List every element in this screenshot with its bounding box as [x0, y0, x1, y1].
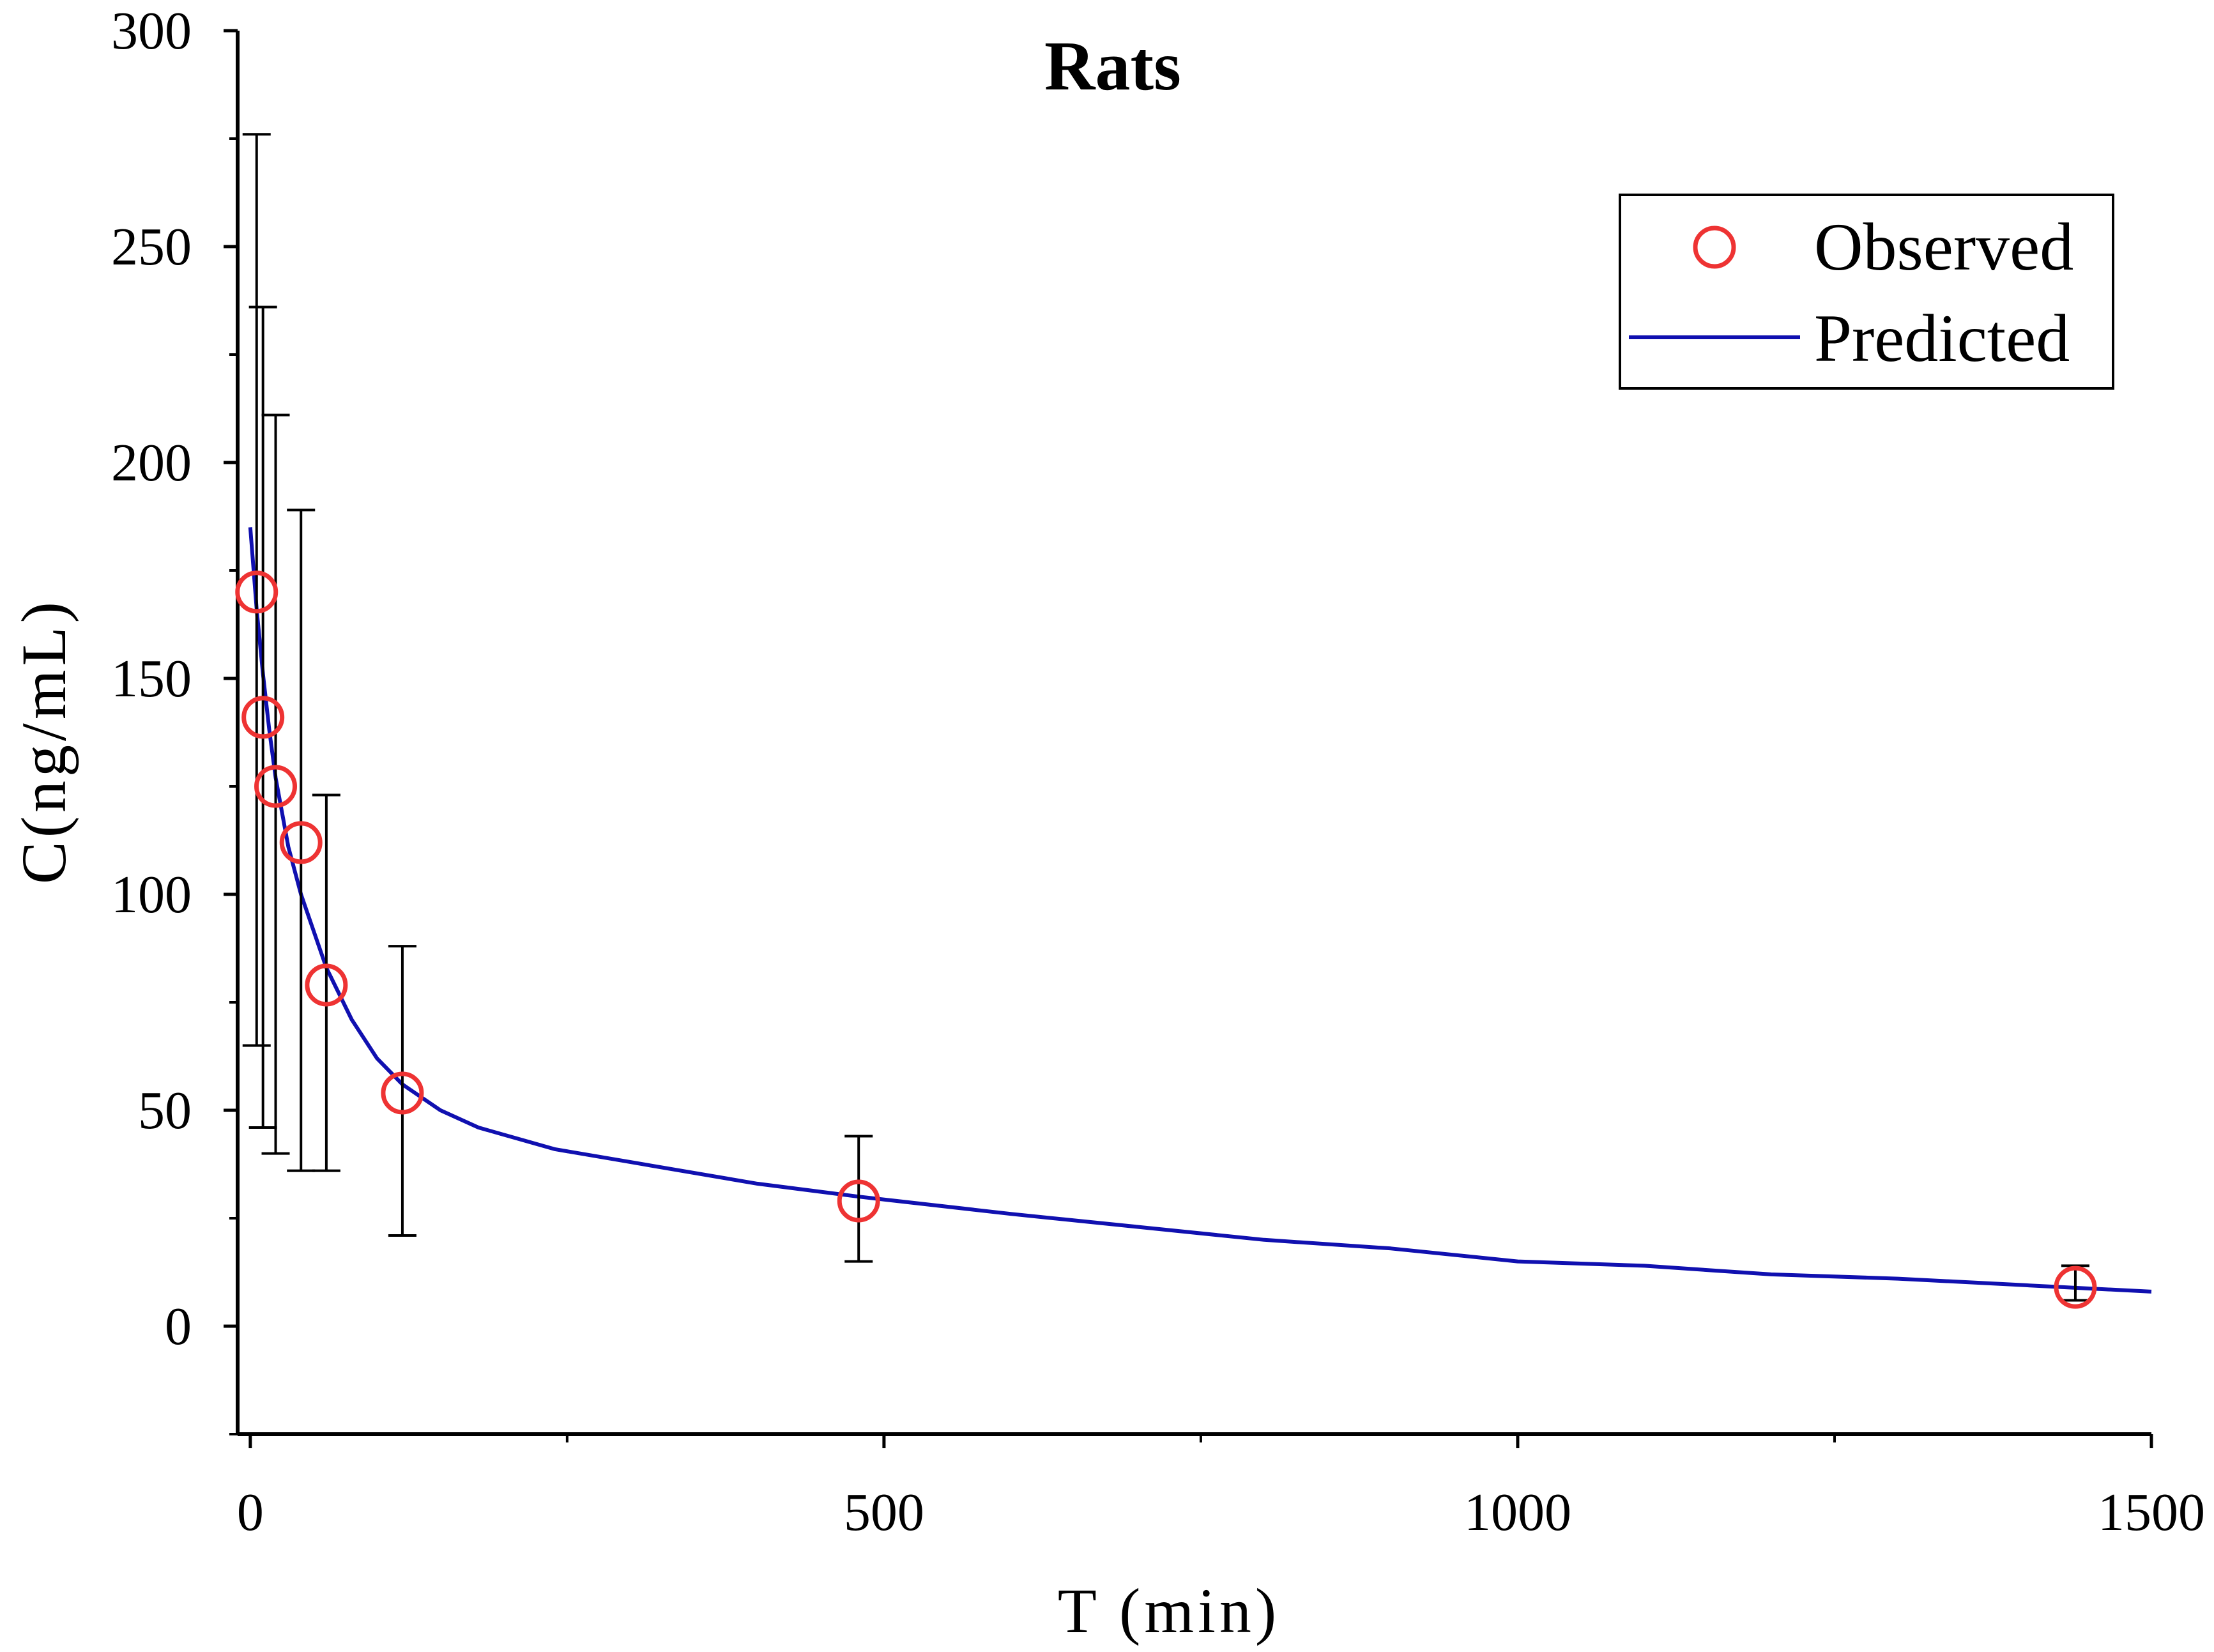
plot-area [235, 133, 2152, 1309]
axes: 0 50 100 150 200 250 300 0 500 1000 1500 [111, 1, 2205, 1542]
observed-point [381, 1071, 424, 1115]
x-tick-label: 1500 [2098, 1483, 2205, 1542]
predicted-curve [248, 527, 2152, 1294]
observed-points [235, 570, 2097, 1309]
observed-point [279, 821, 323, 864]
observed-point [2054, 1266, 2097, 1309]
predicted-layer [248, 527, 2152, 1294]
y-tick-label: 200 [111, 433, 192, 493]
legend-predicted-label: Predicted [1814, 301, 2070, 376]
x-tick-label: 0 [237, 1483, 264, 1542]
x-tick-label: 500 [844, 1483, 924, 1542]
error-bars [242, 133, 2089, 1302]
observed-point [254, 765, 298, 808]
legend-observed-label: Observed [1814, 210, 2073, 284]
legend-observed-marker [1693, 226, 1736, 269]
observed-point [837, 1179, 880, 1223]
y-axis-label: C(ng/mL) [8, 598, 79, 884]
observed-point [235, 570, 279, 614]
y-tick-label: 50 [138, 1081, 192, 1140]
observed-point [241, 696, 285, 739]
y-ticks: 0 50 100 150 200 250 300 [111, 1, 238, 1435]
y-tick-label: 150 [111, 649, 192, 708]
legend: Observed Predicted [1619, 194, 2114, 390]
x-tick-label: 1000 [1464, 1483, 1571, 1542]
x-axis-label: T (min) [1058, 1575, 1280, 1646]
x-ticks: 0 500 1000 1500 [237, 1434, 2205, 1542]
y-tick-label: 250 [111, 217, 192, 277]
y-tick-label: 0 [165, 1297, 192, 1356]
chart-title: Rats [1044, 27, 1181, 105]
y-tick-label: 300 [111, 1, 192, 61]
legend-box [1619, 194, 2114, 390]
observed-point [305, 963, 348, 1007]
y-tick-label: 100 [111, 865, 192, 924]
